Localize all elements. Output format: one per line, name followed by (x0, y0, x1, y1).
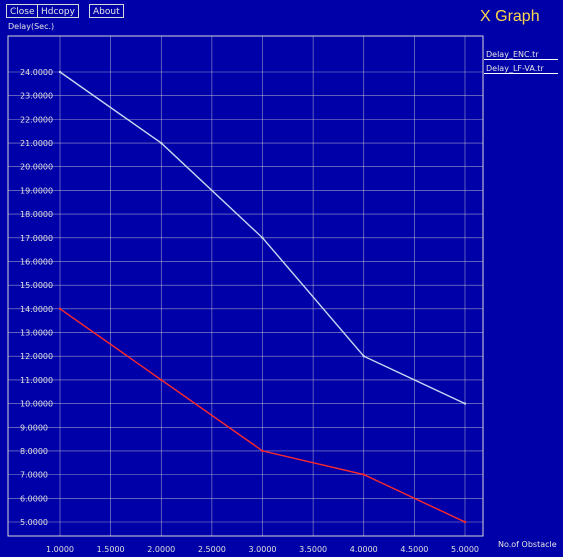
y-tick-label: 20.0000 (20, 163, 53, 172)
y-tick-label: 7.0000 (20, 471, 48, 480)
x-tick-label: 4.0000 (350, 545, 378, 554)
x-tick-label: 1.5000 (97, 545, 125, 554)
graph-title: X Graph (480, 8, 540, 25)
about-button[interactable]: About (89, 4, 124, 18)
x-tick-label: 5.0000 (451, 545, 479, 554)
x-axis-label: No.of Obstacle (498, 540, 557, 549)
data-point (160, 378, 163, 382)
data-point (463, 402, 467, 405)
y-tick-label: 17.0000 (20, 234, 53, 243)
y-axis-label: Delay(Sec.) (8, 22, 55, 31)
y-tick-label: 6.0000 (20, 494, 48, 503)
data-point (463, 520, 467, 524)
legend-entry-enc: Delay_ENC.tr (484, 50, 558, 60)
x-tick-label: 3.0000 (249, 545, 277, 554)
y-tick-label: 5.0000 (20, 518, 48, 527)
y-tick-label: 10.0000 (20, 400, 53, 409)
y-tick-label: 21.0000 (20, 139, 53, 148)
y-tick-label: 19.0000 (20, 186, 53, 195)
data-point (261, 236, 264, 239)
y-tick-label: 14.0000 (20, 305, 53, 314)
y-tick-label: 16.0000 (20, 257, 53, 266)
y-tick-label: 12.0000 (20, 352, 53, 361)
hdcopy-button[interactable]: Hdcopy (37, 4, 79, 18)
data-point (58, 70, 62, 74)
y-tick-label: 22.0000 (20, 115, 53, 124)
data-point (58, 307, 62, 311)
y-tick-label: 23.0000 (20, 92, 53, 101)
data-point (261, 449, 264, 453)
y-tick-label: 9.0000 (20, 423, 48, 432)
y-tick-label: 13.0000 (20, 329, 53, 338)
x-tick-label: 2.0000 (147, 545, 175, 554)
data-point (362, 473, 365, 476)
x-tick-label: 3.5000 (299, 545, 327, 554)
plot-frame (7, 35, 484, 537)
data-point (362, 355, 365, 358)
y-tick-label: 24.0000 (20, 68, 53, 77)
data-point (160, 141, 163, 145)
y-tick-label: 15.0000 (20, 281, 53, 290)
legend-entry-lfva: Delay_LF-VA.tr (484, 64, 558, 74)
x-tick-label: 4.5000 (400, 545, 428, 554)
y-tick-label: 11.0000 (20, 376, 53, 385)
x-tick-label: 1.0000 (46, 545, 74, 554)
y-tick-label: 18.0000 (20, 210, 53, 219)
x-tick-label: 2.5000 (198, 545, 226, 554)
y-tick-label: 8.0000 (20, 447, 48, 456)
